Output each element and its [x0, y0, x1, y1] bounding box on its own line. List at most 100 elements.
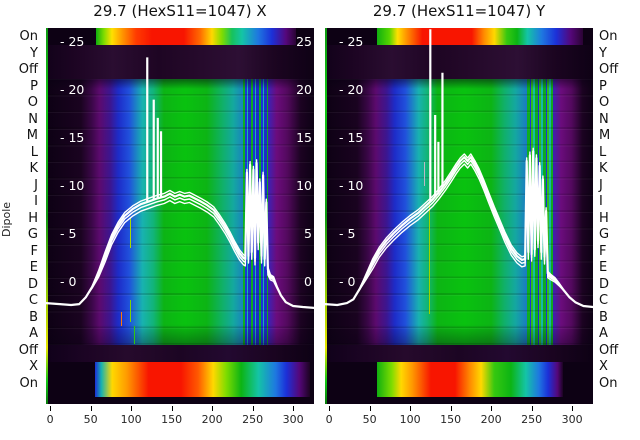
value-tick-label: - 10: [60, 178, 85, 193]
heatmap-panel-x: - 25 25 - 20 20 - 15 15 - 10 10 - 5 5 - 0 0: [46, 28, 314, 404]
dark-band-top: [46, 45, 314, 79]
row-label: M: [599, 128, 611, 143]
row-label: C: [28, 293, 38, 308]
dark-band-top: [325, 45, 593, 79]
value-tick-label: 5: [304, 226, 312, 241]
row-label: Off: [599, 62, 619, 77]
heatmap-accent-line: [130, 300, 131, 322]
heatmap-accent-line: [134, 326, 135, 344]
row-label: C: [599, 293, 609, 308]
row-label: P: [30, 78, 38, 94]
value-tick-label: 25: [296, 34, 312, 49]
x-tick-mark: [369, 406, 371, 411]
row-label: K: [29, 161, 38, 176]
row-label: A: [599, 326, 608, 341]
row-label: A: [29, 326, 38, 341]
panel-x-title: 29.7 (HexS11=1047) X: [93, 2, 267, 20]
value-tick-label: - 15: [60, 130, 85, 145]
x-tick-mark: [131, 406, 133, 411]
row-label: N: [28, 111, 38, 127]
x-tick-label: 200: [201, 413, 223, 426]
dark-band-bottom: [325, 345, 593, 362]
row-label: H: [28, 210, 38, 226]
value-tick-label: 20: [296, 82, 312, 97]
row-label: F: [599, 243, 607, 259]
profile-curve: [325, 154, 593, 308]
x-tick-label: 0: [46, 413, 54, 426]
row-label: F: [30, 243, 38, 259]
row-label: Off: [18, 62, 38, 77]
row-label: O: [599, 95, 610, 110]
dark-band-bottom: [46, 345, 314, 362]
x-tick-mark: [491, 406, 493, 411]
x-tick-label: 0: [325, 413, 333, 426]
x-tick-mark: [252, 406, 254, 411]
row-label: On: [19, 375, 38, 391]
heatmap-row-shading: [46, 79, 314, 345]
x-tick-label: 300: [282, 413, 304, 426]
profile-curve: [46, 169, 314, 309]
profile-overlay: [325, 29, 593, 309]
value-tick-label: - 0: [60, 274, 77, 289]
x-tick-label: 100: [399, 413, 421, 426]
row-label: O: [27, 95, 38, 110]
x-tick-mark: [410, 406, 412, 411]
heatmap-accent-line: [424, 162, 425, 186]
x-tick-mark: [50, 406, 52, 411]
profile-curve: [325, 150, 593, 309]
row-label: Y: [599, 45, 607, 61]
value-tick-label: - 5: [339, 226, 356, 241]
profile-curve: [325, 157, 593, 308]
row-label: L: [599, 144, 607, 160]
row-label: X: [29, 359, 38, 374]
x-tick-mark: [531, 406, 533, 411]
value-tick-label: 10: [296, 178, 312, 193]
heatmap-rainbow-row-bottom: [95, 362, 310, 397]
row-label: X: [599, 359, 608, 374]
row-label: K: [599, 161, 608, 176]
x-tick-mark: [450, 406, 452, 411]
row-label: N: [599, 111, 609, 127]
value-tick-label: 15: [296, 130, 312, 145]
heatmap-row-shading: [325, 79, 593, 345]
profile-overlay: [46, 57, 314, 309]
heatmap-left-edge-stripe: [325, 28, 327, 404]
x-tick-mark: [171, 406, 173, 411]
row-label: H: [599, 210, 609, 226]
value-tick-label: - 25: [339, 34, 364, 49]
heatmap-rainbow-row-top: [96, 28, 296, 45]
row-label: On: [599, 375, 618, 391]
row-label: D: [599, 276, 610, 292]
row-label: G: [27, 227, 38, 242]
row-label: L: [30, 144, 38, 160]
value-tick-label: 0: [304, 274, 312, 289]
x-tick-label: 250: [242, 413, 264, 426]
profile-curve: [46, 159, 314, 309]
row-label: On: [19, 29, 38, 44]
heatmap-rainbow-row-top: [377, 28, 583, 45]
value-tick-label: - 15: [339, 130, 364, 145]
profile-curve: [46, 161, 314, 309]
heatmap-left-edge-stripe: [46, 28, 48, 404]
value-tick-label: - 5: [60, 226, 77, 241]
x-tick-label: 50: [362, 413, 377, 426]
x-tick-mark: [293, 406, 295, 411]
profile-curve: [46, 165, 314, 309]
row-label: J: [34, 177, 38, 193]
row-label: G: [599, 227, 610, 242]
row-labels-left: On Y Off P O N M L K J I H G F E D C B A Off X On: [0, 0, 38, 440]
row-label: On: [599, 29, 618, 44]
x-tick-mark: [572, 406, 574, 411]
x-tick-label: 200: [480, 413, 502, 426]
row-label: E: [29, 260, 38, 275]
x-tick-label: 100: [120, 413, 142, 426]
row-label: P: [599, 78, 607, 94]
x-tick-mark: [90, 406, 92, 411]
x-tick-label: 150: [161, 413, 183, 426]
row-label: J: [599, 177, 603, 193]
row-label: Off: [599, 342, 619, 358]
heatmap-accent-line: [130, 218, 131, 248]
x-tick-label: 150: [440, 413, 462, 426]
row-label: E: [599, 260, 608, 275]
